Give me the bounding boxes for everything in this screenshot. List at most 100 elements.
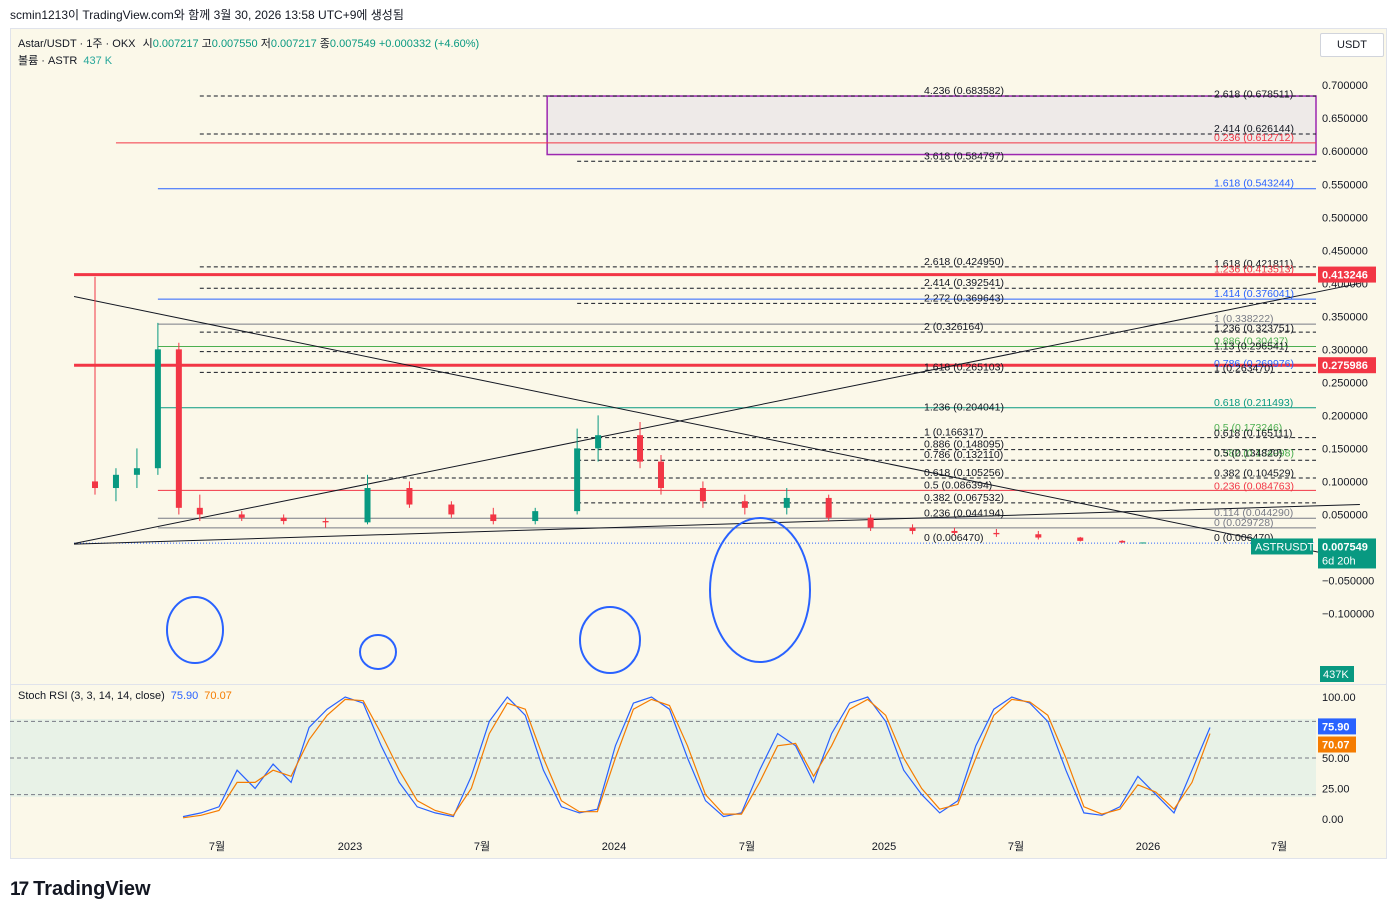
tradingview-logo-icon: 17 — [10, 878, 29, 900]
stoch-k-value: 75.90 — [170, 690, 199, 702]
fib-level-label: 0.886 (0.30437) — [1214, 335, 1288, 347]
price-badge — [1318, 357, 1376, 374]
fib-level-label: 1.13 (0.296541) — [1214, 341, 1288, 353]
symbol-legend[interactable]: Astar/USDT · 1주 · OKX 시0.007217 고0.00755… — [18, 35, 479, 51]
stoch-d-value: 70.07 — [204, 690, 232, 702]
time-axis-tick-label: 7월 — [1008, 840, 1024, 853]
fib-level-label: 0.886 (0.148095) — [924, 439, 1004, 451]
fib-level-label: 1 (0.338222) — [1214, 313, 1274, 325]
candle-body — [1140, 542, 1147, 544]
fib-level-label: 0.618 (0.165111) — [1214, 427, 1292, 439]
candle-body — [867, 517, 874, 528]
fib-level-label: 0.786 (0.269976) — [1214, 358, 1294, 370]
volume-badge — [1320, 666, 1354, 682]
fib-level-label: 1.236 (0.413513) — [1214, 263, 1294, 275]
price-axis-tick-label: 0.450000 — [1322, 245, 1368, 257]
time-axis-tick-label: 7월 — [739, 840, 755, 853]
volume-label: 볼륨 · ASTR — [18, 55, 78, 67]
price-axis-tick-label: −0.100000 — [1322, 608, 1374, 620]
low-label: 저 — [260, 38, 271, 50]
price-axis-tick-label: 0.700000 — [1322, 80, 1368, 92]
fib-level-label: 1.618 (0.421811) — [1214, 258, 1293, 270]
candle-body — [112, 474, 119, 489]
fib-level-label: 0.786 (0.132110) — [924, 449, 1003, 461]
price-badge — [1251, 538, 1313, 555]
open-value: 0.007217 — [152, 38, 199, 50]
volume-badge-label: 437K — [1323, 669, 1349, 681]
fib-level-label: 1.618 (0.265103) — [924, 361, 1004, 373]
close-value: 0.007549 — [329, 38, 376, 50]
fib-level-label: 0.236 (0.084763) — [1214, 480, 1294, 492]
price-axis-tick-label: 0.100000 — [1322, 476, 1368, 488]
fib-level-label: 0.114 (0.044290) — [1214, 507, 1293, 519]
candle-body — [196, 507, 203, 515]
time-axis-tick-label: 2024 — [602, 841, 626, 853]
stoch-label: Stoch RSI (3, 3, 14, 14, close) — [18, 690, 165, 702]
candle-body — [238, 514, 245, 518]
trendline — [73, 296, 1360, 562]
fib-level-label: 0.382 (0.104529) — [1214, 467, 1294, 479]
price-badge — [1318, 266, 1376, 283]
price-badge — [1318, 552, 1376, 569]
change-value: +0.000332 (+4.60%) — [378, 38, 480, 50]
stoch-d-badge-label: 70.07 — [1322, 740, 1350, 752]
annotation-circle — [359, 634, 397, 670]
fib-level-label: 2.618 (0.678511) — [1214, 88, 1293, 100]
fib-rectangle — [546, 95, 1317, 156]
high-value: 0.007550 — [211, 38, 258, 50]
candle-body — [175, 349, 182, 508]
candle-body — [951, 530, 958, 533]
fib-level-label: 2.414 (0.626144) — [1214, 123, 1294, 135]
candle-body — [637, 435, 644, 462]
fib-level-label: 0 (0.029728) — [1214, 517, 1274, 529]
price-axis-tick-label: 0.350000 — [1322, 311, 1368, 323]
candle-body — [1035, 534, 1042, 538]
annotation-circle — [579, 606, 641, 674]
symbol-name: Astar/USDT · 1주 · OKX — [18, 38, 136, 50]
price-axis-tick-label: −0.050000 — [1322, 575, 1374, 587]
volume-value: 437 K — [83, 55, 113, 67]
candle-body — [595, 435, 602, 449]
time-axis-tick-label: 2025 — [872, 841, 896, 853]
time-axis-tick-label: 7월 — [1271, 840, 1287, 853]
fib-level-label: 0.618 (0.105256) — [924, 467, 1004, 479]
pane-separator[interactable] — [10, 684, 1387, 685]
fib-level-label: 1.236 (0.323751) — [1214, 323, 1294, 335]
time-axis-tick-label: 2023 — [338, 841, 362, 853]
candle-body — [825, 497, 832, 518]
volume-legend[interactable]: 볼륨 · ASTR 437 K — [18, 52, 112, 68]
fib-level-label: 1.618 (0.543244) — [1214, 178, 1294, 190]
price-axis-tick-label: 0.200000 — [1322, 410, 1368, 422]
stoch-k-badge-label: 75.90 — [1322, 721, 1350, 733]
tradingview-brand[interactable]: 17 TradingView — [10, 878, 151, 901]
candle-body — [657, 461, 664, 489]
candle-body — [574, 448, 581, 512]
candle-body — [699, 488, 706, 502]
creation-header: scmin1213이 TradingView.com와 함께 3월 30, 20… — [10, 8, 404, 22]
fib-level-label: 2.272 (0.369643) — [924, 292, 1004, 304]
fib-level-label: 2.618 (0.424950) — [924, 256, 1004, 268]
brand-name: TradingView — [33, 878, 151, 900]
stoch-axis-tick-label: 100.00 — [1322, 692, 1356, 704]
fib-level-label: 0.382 (0.067532) — [924, 492, 1004, 504]
candle-body — [909, 527, 916, 531]
candle-body — [322, 521, 329, 523]
fib-level-label: 2 (0.326164) — [924, 321, 984, 333]
price-badge-label: 6d 20h — [1322, 555, 1356, 567]
low-value: 0.007217 — [270, 38, 317, 50]
candle-body — [532, 511, 539, 522]
candle-body — [364, 488, 371, 523]
candle-body — [92, 481, 98, 489]
fib-level-label: 2.414 (0.392541) — [924, 277, 1004, 289]
stoch-d-badge — [1318, 736, 1356, 753]
time-axis-tick-label: 7월 — [474, 840, 490, 853]
annotation-circle — [166, 596, 224, 664]
close-label: 종 — [319, 38, 330, 50]
price-badge-label: 0.413246 — [1322, 270, 1368, 282]
stoch-k-badge — [1318, 718, 1356, 735]
price-axis-tick-label: 0.600000 — [1322, 146, 1368, 158]
stoch-legend[interactable]: Stoch RSI (3, 3, 14, 14, close) 75.90 70.0… — [18, 690, 232, 702]
price-axis-tick-label: 0.500000 — [1322, 212, 1368, 224]
currency-button[interactable]: USDT — [1320, 33, 1384, 57]
